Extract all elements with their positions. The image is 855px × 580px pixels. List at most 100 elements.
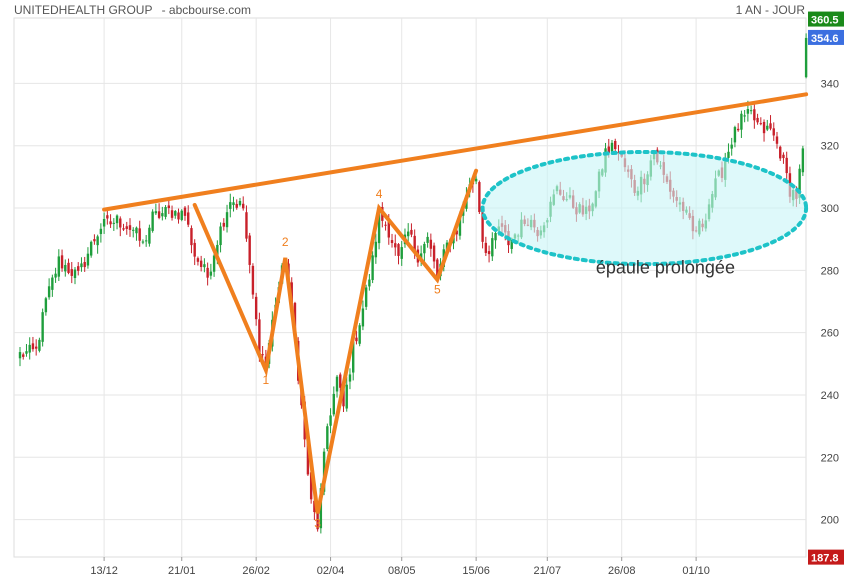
candle [400, 241, 403, 266]
zone-ellipse [480, 149, 809, 267]
candle [44, 296, 48, 316]
candle [245, 205, 248, 242]
y-tick-label: 200 [821, 515, 839, 527]
candle [374, 233, 378, 264]
candle [174, 209, 177, 219]
candle [390, 233, 394, 248]
candle [769, 115, 772, 131]
candle [106, 209, 109, 225]
candle [151, 209, 154, 233]
candle [361, 300, 365, 331]
candle [238, 197, 242, 207]
candle [157, 203, 161, 220]
trendlines [102, 92, 809, 514]
candle [183, 205, 187, 221]
y-tick-label: 260 [821, 328, 839, 340]
candle [481, 206, 484, 249]
candle [148, 224, 151, 247]
price-badge-label: 354.6 [811, 33, 839, 45]
candle [177, 208, 180, 224]
candle [51, 274, 54, 297]
candle [775, 131, 779, 149]
candle [203, 258, 206, 273]
candle [99, 223, 103, 243]
price-badge: 360.5 [808, 11, 844, 27]
candle [749, 105, 753, 115]
candle [199, 255, 203, 272]
candle [64, 259, 67, 277]
candle [28, 337, 31, 360]
candle [407, 223, 410, 243]
stock-title: UNITEDHEALTH GROUP [14, 3, 153, 17]
candle [384, 221, 387, 231]
candle [736, 123, 740, 132]
candle [193, 239, 196, 266]
x-tick-label: 02/04 [317, 565, 345, 577]
candle [782, 152, 785, 164]
candle [125, 221, 128, 235]
candle [410, 223, 413, 238]
candle [254, 292, 258, 326]
candle [54, 267, 57, 283]
candle [348, 368, 352, 390]
x-tick-label: 15/06 [462, 565, 490, 577]
candle [102, 212, 106, 234]
price-badge: 354.6 [808, 29, 844, 45]
candle [77, 262, 80, 276]
candle [57, 249, 61, 282]
candle [423, 241, 426, 262]
candle [766, 119, 769, 132]
candle [206, 262, 209, 286]
candle [759, 117, 763, 126]
candle [31, 336, 35, 352]
candle [109, 214, 112, 228]
candle [128, 218, 132, 237]
candle [762, 119, 766, 142]
candle [141, 239, 145, 245]
candle [225, 204, 229, 233]
pattern-labels: 1 2 3 4 5 [263, 187, 441, 530]
x-tick-label: 26/08 [608, 565, 636, 577]
candle [25, 344, 28, 357]
candle [212, 253, 216, 277]
candle [180, 209, 183, 222]
x-tick-label: 01/10 [682, 565, 710, 577]
candle [164, 205, 167, 220]
candle [229, 193, 232, 218]
chart-header: UNITEDHEALTH GROUP - abcbourse.com [14, 3, 251, 17]
x-tick-label: 26/02 [242, 565, 270, 577]
candle [112, 218, 116, 231]
candle [196, 256, 200, 266]
candle [89, 240, 93, 258]
candle [743, 109, 746, 123]
candle [232, 196, 235, 212]
x-tick-label: 21/01 [168, 565, 196, 577]
candle [730, 137, 733, 156]
candle [83, 256, 86, 272]
candle [804, 33, 808, 79]
candle [364, 284, 368, 310]
candle [397, 243, 400, 265]
y-tick-label: 220 [821, 452, 839, 464]
candle [432, 242, 436, 269]
candle [355, 330, 358, 345]
candle [779, 145, 782, 161]
candle [187, 205, 190, 228]
candle [484, 236, 488, 257]
candle [119, 216, 122, 237]
candle [47, 278, 51, 300]
pattern-label-2: 2 [282, 235, 289, 249]
candle [326, 423, 329, 452]
candle [429, 233, 433, 257]
candle [115, 214, 119, 230]
candle [80, 257, 83, 272]
candle [332, 386, 335, 417]
candle [34, 339, 38, 356]
period-label: 1 AN - JOUR [735, 3, 805, 17]
candle [801, 145, 805, 177]
pattern-label-5: 5 [434, 283, 441, 297]
y-tick-label: 300 [821, 203, 839, 215]
plot-area [13, 17, 807, 558]
y-tick-label: 320 [821, 141, 839, 153]
candle [144, 235, 148, 247]
